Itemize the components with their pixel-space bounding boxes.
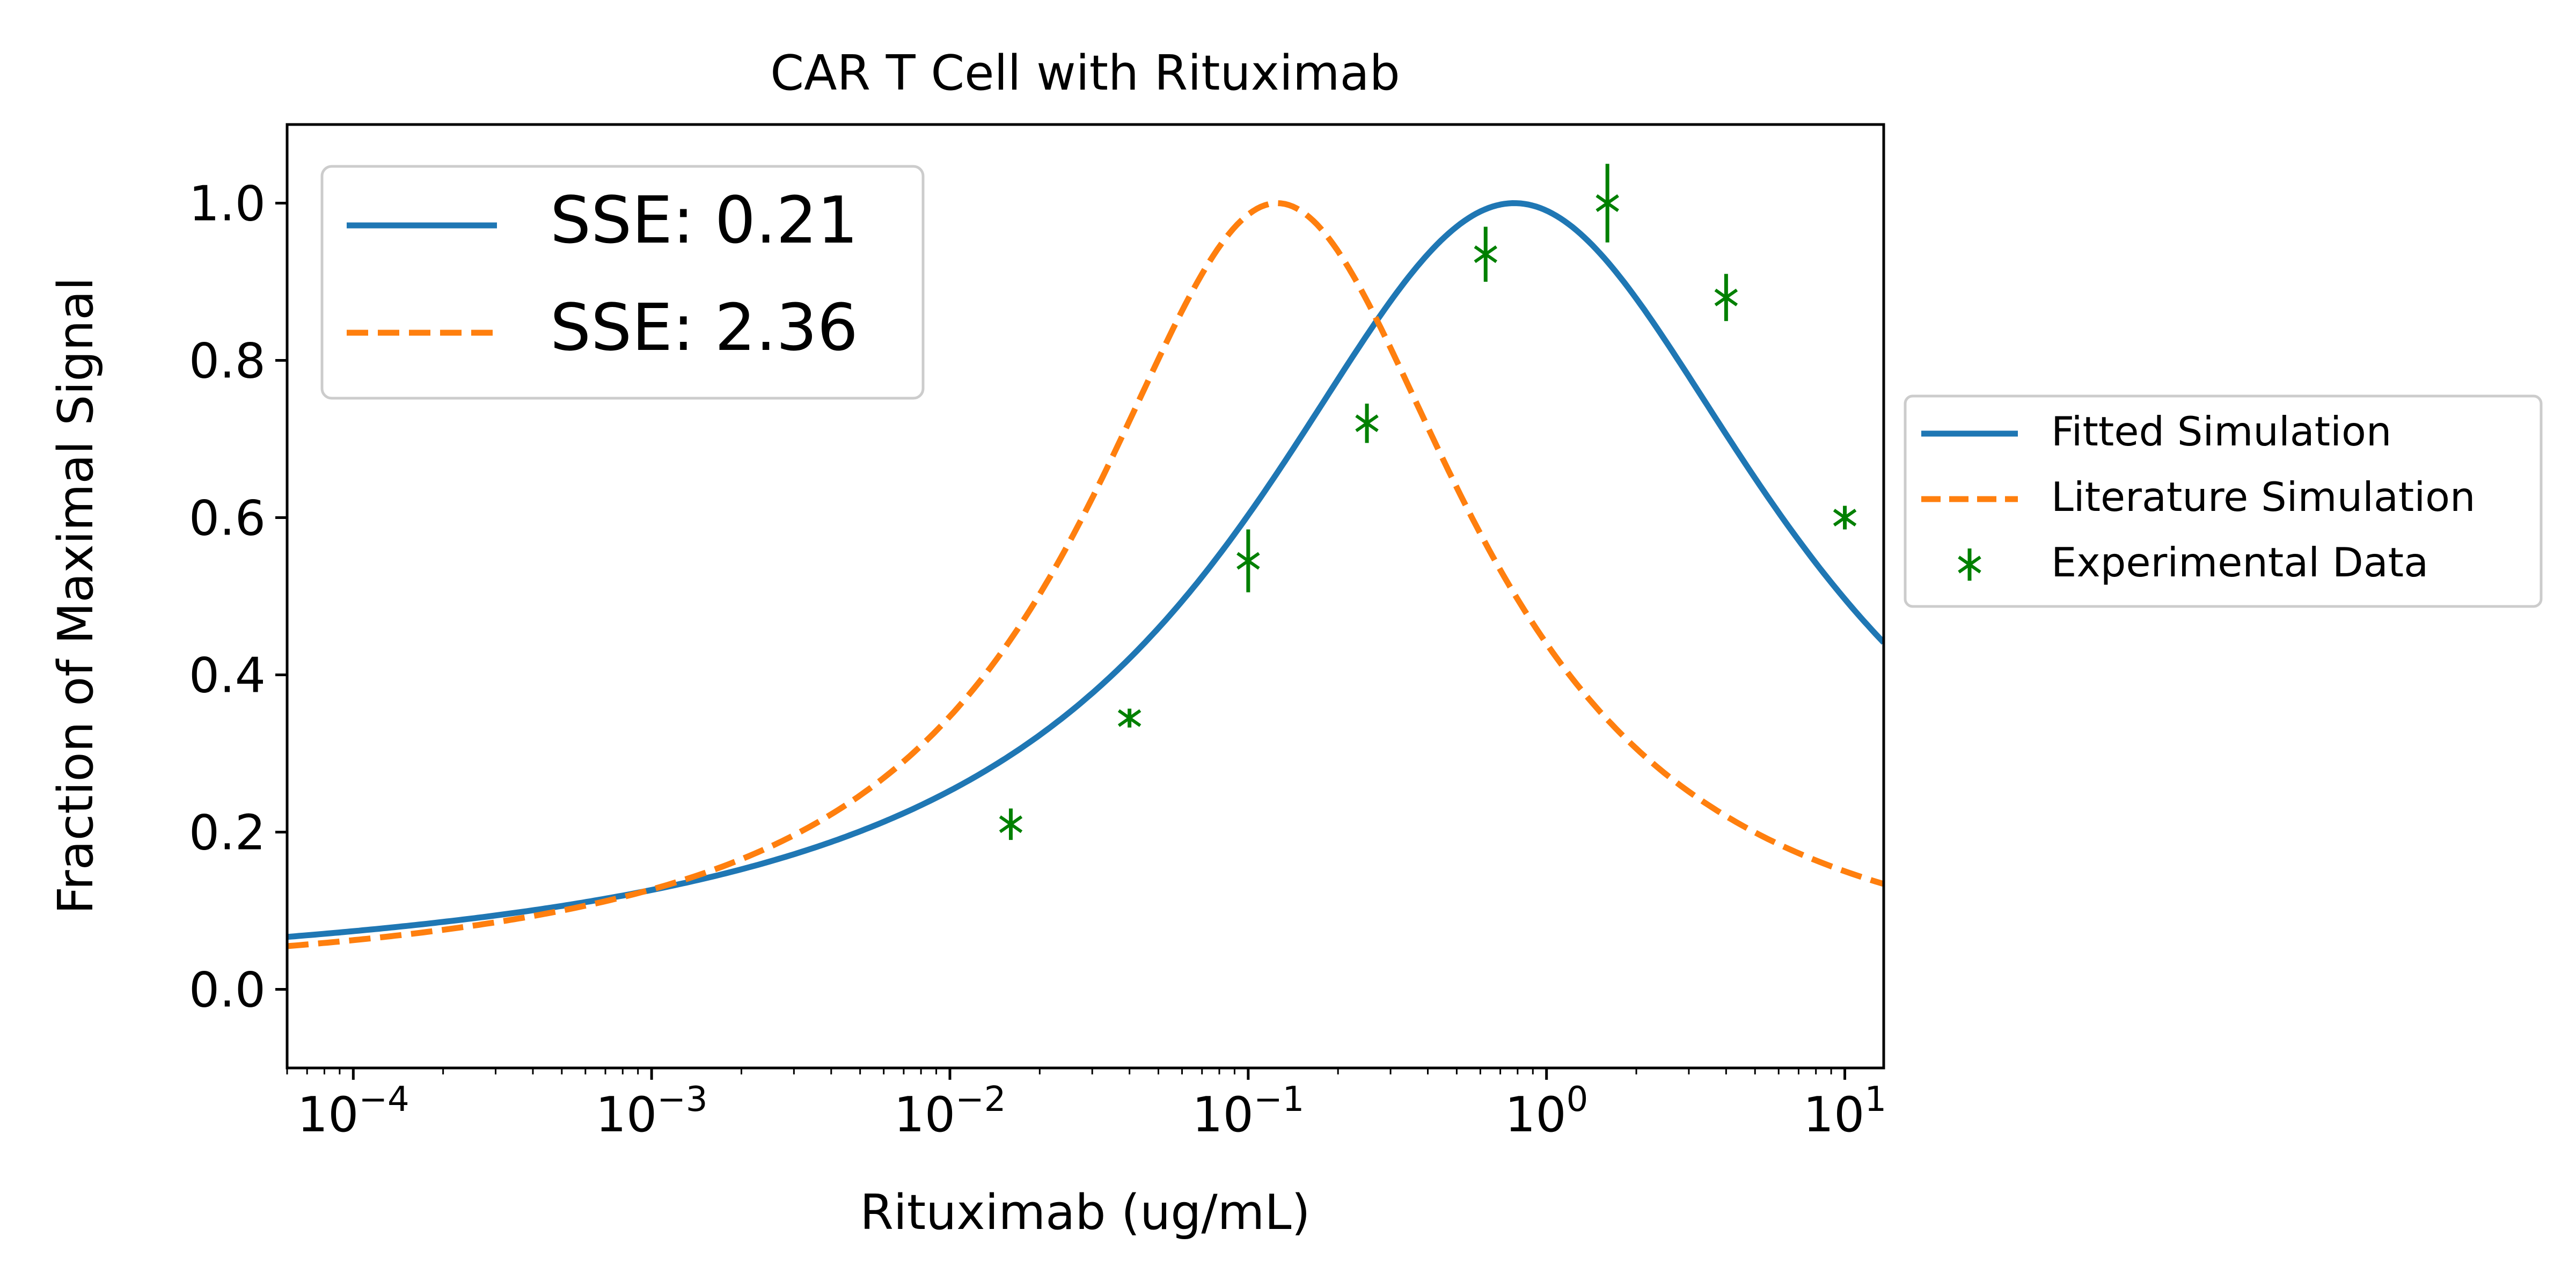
point-marker [1236,552,1260,570]
inner-legend-label-fitted: SSE: 0.21 [550,184,858,258]
x-tick-label: 10−4 [297,1080,409,1143]
y-tick-label: 0.6 [189,491,266,547]
outer-legend: Fitted Simulation Literature Simulation … [1904,394,2543,608]
data-point [1714,274,1738,321]
series-line-fitted-simulation [287,200,1884,940]
inner-legend-label-literature: SSE: 2.36 [550,291,858,365]
series-line-literature-simulation [287,200,1884,949]
y-axis: 0.0 0.2 0.4 0.6 0.8 1.0 [189,176,287,1019]
x-tick-label: 10−1 [1192,1080,1304,1143]
x-tick-label: 10−3 [596,1080,708,1143]
x-tick-label: 100 [1505,1080,1588,1143]
outer-legend-swatch-experimental [1958,548,1981,581]
data-point [1236,529,1260,592]
x-axis: 10−4 10−3 10−2 10−1 100 101 [286,1068,1886,1143]
data-point [1596,164,1619,243]
point-marker [1833,509,1857,526]
data-point [1833,506,1857,530]
point-marker [1355,414,1379,433]
y-tick-label: 0.2 [189,805,266,861]
plot-area-frame [286,123,1885,1070]
x-axis-label: Rituximab (ug/mL) [860,1184,1310,1241]
x-tick-label: 101 [1803,1080,1886,1143]
point-marker [1474,245,1497,264]
point-marker [1596,194,1619,212]
data-point [999,808,1023,840]
y-axis-label: Fraction of Maximal Signal [48,277,104,914]
data-point [1117,708,1141,728]
point-marker [1117,709,1141,727]
y-tick-label: 0.8 [189,333,266,390]
y-tick-label: 1.0 [189,176,266,232]
data-point [1355,404,1379,443]
y-tick-label: 0.0 [189,962,266,1019]
x-tick-label: 10−2 [894,1080,1006,1143]
chart-title: CAR T Cell with Rituximab [770,45,1400,101]
y-tick-label: 0.4 [189,648,266,704]
outer-legend-label-literature: Literature Simulation [2051,473,2476,521]
outer-legend-label-fitted: Fitted Simulation [2051,408,2391,455]
outer-legend-label-experimental: Experimental Data [2051,539,2428,586]
point-marker [999,815,1023,833]
point-marker [1714,288,1738,306]
outer-legend-box [1904,394,2543,608]
series-layer [287,200,1884,949]
inner-legend: SSE: 0.21 SSE: 2.36 [320,165,925,400]
points-layer [999,164,1857,840]
data-point [1474,226,1497,282]
